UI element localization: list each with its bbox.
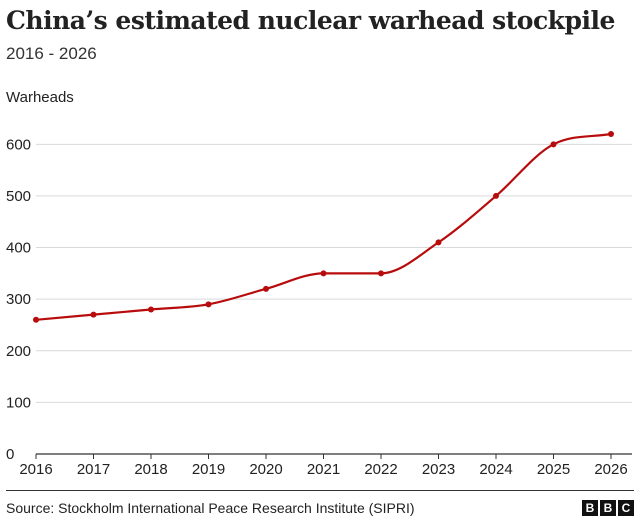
x-tick-labels: 2016 2017 2018 2019 2020 2021 2022 2023 2024 2025…	[19, 454, 628, 478]
footer-divider	[6, 490, 634, 491]
data-point	[205, 301, 212, 308]
data-point	[608, 131, 614, 137]
y-axis-label: Warheads	[6, 89, 74, 106]
data-point	[90, 311, 97, 318]
bbc-logo: B B C	[582, 500, 634, 516]
series-layer	[33, 131, 614, 323]
y-tick-label: 200	[6, 343, 31, 360]
data-point	[435, 239, 442, 246]
data-point	[378, 270, 384, 277]
data-point	[320, 270, 327, 277]
y-tick-label: 100	[6, 394, 31, 411]
x-tick-label: 2023	[422, 461, 455, 478]
x-tick-label: 2026	[594, 461, 627, 478]
data-point	[33, 316, 39, 323]
x-tick-label: 2020	[249, 461, 282, 478]
x-tick-label: 2019	[192, 461, 225, 478]
x-tick-label: 2016	[19, 461, 52, 478]
data-point	[263, 285, 269, 292]
x-tick-label: 2021	[307, 461, 340, 478]
x-tick-label: 2024	[479, 461, 512, 478]
y-tick-label: 400	[6, 240, 31, 257]
x-tick-label: 2018	[134, 461, 167, 478]
logo-letter: B	[600, 500, 616, 516]
x-tick-label: 2025	[537, 461, 570, 478]
y-tick-labels: 0 100 200 300 400 500 600	[6, 136, 31, 463]
y-tick-label: 0	[6, 446, 14, 463]
y-tick-label: 500	[6, 188, 31, 205]
data-point	[550, 141, 557, 148]
x-tick-label: 2017	[77, 461, 110, 478]
source-note: Source: Stockholm International Peace Re…	[6, 500, 415, 516]
chart-subtitle: 2016 - 2026	[6, 44, 97, 63]
x-tick-label: 2022	[364, 461, 397, 478]
logo-letter: C	[618, 500, 634, 516]
gridlines	[36, 143, 632, 455]
chart-title: China’s estimated nuclear warhead stockp…	[6, 6, 615, 35]
data-point	[148, 306, 154, 313]
y-tick-label: 300	[6, 291, 31, 308]
data-point	[493, 192, 499, 199]
logo-letter: B	[582, 500, 598, 516]
series-line	[35, 132, 612, 321]
y-tick-label: 600	[6, 136, 31, 153]
